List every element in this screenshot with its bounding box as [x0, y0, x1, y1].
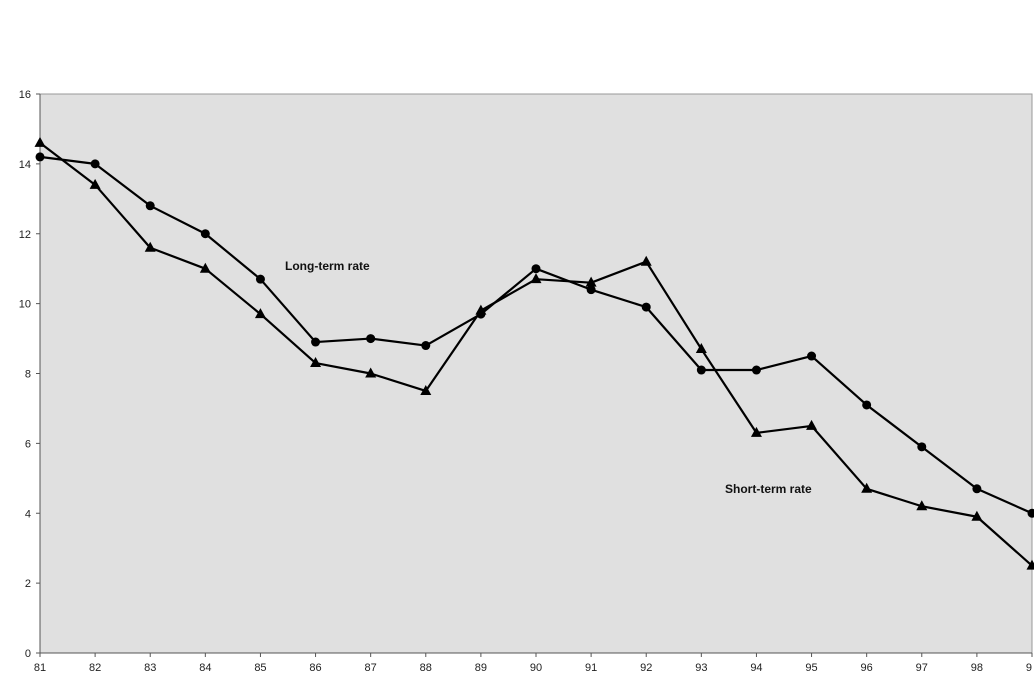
data-point-circle [145, 201, 155, 211]
data-point-triangle [89, 178, 101, 189]
data-point-circle [641, 302, 651, 312]
data-point-circle [972, 484, 982, 494]
y-tick-label: 10 [19, 299, 31, 311]
data-point-triangle [254, 308, 266, 319]
y-tick-label: 6 [25, 438, 31, 450]
data-point-triangle [861, 482, 873, 493]
x-tick-label: 85 [254, 662, 266, 674]
data-point-circle [917, 442, 927, 452]
y-tick-label: 14 [19, 159, 31, 171]
data-point-circle [751, 365, 761, 375]
series-layer [34, 136, 1034, 570]
x-tick-label: 81 [34, 662, 46, 674]
data-point-triangle [144, 241, 156, 252]
x-tick-label: 95 [805, 662, 817, 674]
x-tick-label: 86 [309, 662, 321, 674]
data-point-triangle [695, 343, 707, 354]
data-point-triangle [916, 500, 928, 511]
data-point-triangle [585, 276, 597, 287]
annotation-label: Long-term rate [285, 259, 370, 273]
data-point-circle [311, 337, 321, 347]
data-point-triangle [199, 262, 211, 273]
data-point-circle [807, 351, 817, 361]
x-tick-label: 90 [530, 662, 542, 674]
x-tick-label: 91 [585, 662, 597, 674]
data-point-circle [1027, 508, 1034, 518]
x-tick-label: 87 [365, 662, 377, 674]
data-point-circle [90, 159, 100, 169]
data-point-circle [35, 152, 45, 162]
data-point-triangle [1026, 559, 1034, 570]
data-point-circle [862, 400, 872, 410]
data-point-triangle [365, 367, 377, 378]
annotation-label: Short-term rate [725, 482, 812, 496]
x-tick-label: 98 [971, 662, 983, 674]
data-point-circle [531, 264, 541, 274]
y-tick-label: 2 [25, 578, 31, 590]
y-tick-label: 16 [19, 89, 31, 101]
x-tick-label: 82 [89, 662, 101, 674]
data-point-triangle [530, 273, 542, 284]
x-tick-label: 88 [420, 662, 432, 674]
data-point-circle [255, 274, 265, 284]
x-tick-label: 97 [916, 662, 928, 674]
data-point-triangle [750, 426, 762, 437]
data-point-circle [366, 334, 376, 344]
x-tick-label: 92 [640, 662, 652, 674]
data-point-triangle [971, 510, 983, 521]
data-point-circle [586, 285, 596, 295]
data-point-triangle [310, 357, 322, 368]
data-point-circle [200, 229, 210, 239]
y-tick-label: 4 [25, 508, 31, 520]
annotations: Long-term rate Short-term rate [285, 259, 812, 496]
x-tick-label: 9 [1026, 662, 1032, 674]
y-tick-label: 8 [25, 369, 31, 381]
x-tick-label: 96 [861, 662, 873, 674]
y-tick-label: 12 [19, 229, 31, 241]
data-point-circle [696, 365, 706, 375]
y-tick-label: 0 [25, 648, 31, 660]
series-short-term-rate [34, 136, 1034, 570]
axes: 0 2 4 6 8 10 12 14 16 81 82 83 84 85 86 87 88 89 90 91 92 93 9… [19, 89, 1033, 674]
x-tick-label: 93 [695, 662, 707, 674]
plot-area [39, 93, 1033, 654]
x-tick-label: 83 [144, 662, 156, 674]
x-tick-label: 84 [199, 662, 211, 674]
data-point-triangle [640, 255, 652, 266]
data-point-circle [421, 341, 431, 351]
data-point-triangle [34, 136, 46, 147]
x-tick-label: 94 [750, 662, 762, 674]
data-point-triangle [420, 384, 432, 395]
x-tick-label: 89 [475, 662, 487, 674]
data-point-triangle [806, 419, 818, 430]
data-point-triangle [475, 304, 487, 315]
